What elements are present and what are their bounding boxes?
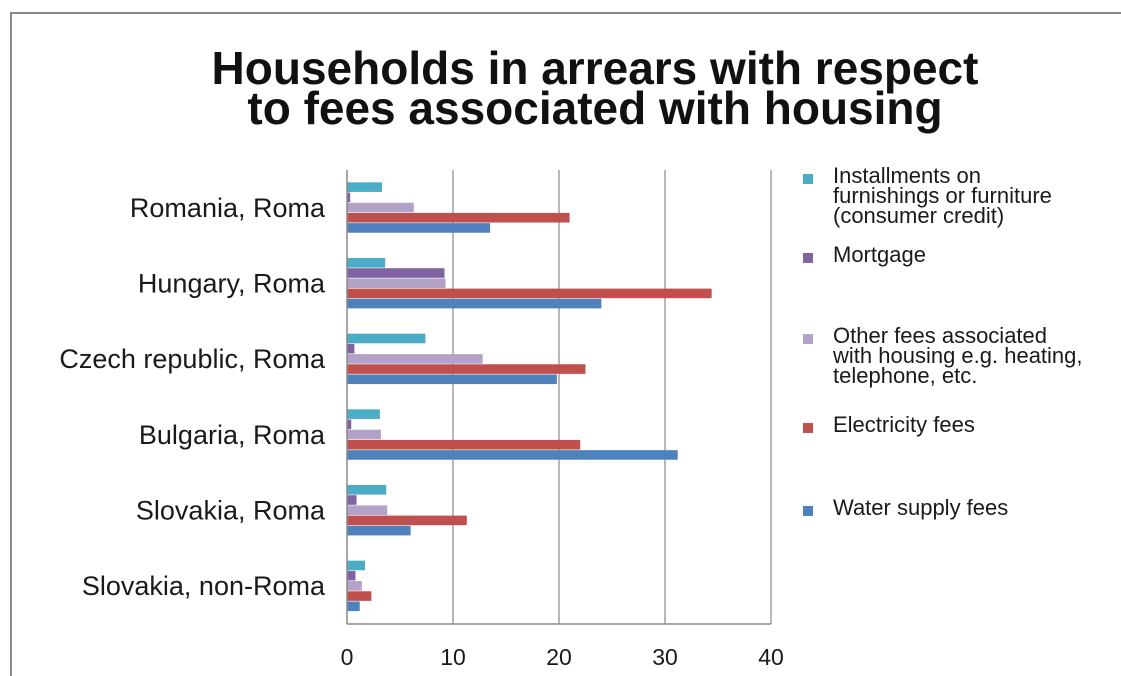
bar [347, 505, 388, 515]
category-label: Romania, Roma [130, 193, 326, 223]
bar [347, 485, 387, 495]
bar [347, 202, 414, 213]
x-tick-label: 30 [652, 644, 678, 670]
axis [346, 170, 771, 625]
category-labels: Romania, Roma Hungary, Roma Czech republic… [59, 193, 326, 601]
bar [347, 560, 366, 571]
bar [347, 525, 411, 536]
legend-label: Other fees associated [833, 323, 1047, 348]
chart-title: Households in arrears with respect to fe… [0, 42, 1121, 134]
bar [347, 298, 602, 309]
tick-labels: 0 10 20 30 40 [341, 644, 784, 670]
bar [347, 429, 381, 440]
bar [347, 223, 491, 233]
bars [347, 182, 712, 612]
category-label: Slovakia, non-Roma [82, 571, 326, 601]
bar [347, 182, 382, 192]
bar [347, 288, 712, 299]
bar [347, 515, 467, 526]
legend-label: (consumer credit) [833, 203, 1004, 228]
gridlines [452, 170, 772, 624]
category-label: Bulgaria, Roma [139, 420, 326, 450]
legend-swatch [803, 334, 813, 344]
legend-label: telephone, etc. [833, 363, 977, 388]
bar [347, 581, 362, 591]
legend-label: Water supply fees [833, 495, 1008, 520]
category-label: Hungary, Roma [138, 269, 326, 299]
bar [347, 419, 352, 430]
legend-label: Electricity fees [833, 412, 975, 437]
bar [347, 212, 570, 223]
category-label: Czech republic, Roma [59, 344, 326, 374]
legend-swatch [803, 423, 813, 433]
bar [347, 591, 372, 601]
x-tick-label: 20 [546, 644, 572, 670]
bar [347, 570, 356, 581]
bar [347, 268, 445, 278]
legend-label: with housing e.g. heating, [832, 343, 1083, 368]
legend-label: furnishings or furniture [833, 183, 1052, 208]
x-tick-label: 0 [341, 644, 354, 670]
bar [347, 374, 557, 385]
legend-swatch [803, 506, 813, 516]
bar [347, 258, 386, 268]
bar [347, 354, 483, 364]
chart-title-line-2: to fees associated with housing [247, 82, 943, 134]
x-tick-label: 10 [440, 644, 466, 670]
legend-swatch [803, 253, 813, 263]
bar [347, 409, 380, 419]
legend-label: Mortgage [833, 242, 926, 267]
bar [347, 343, 355, 354]
bar [347, 495, 357, 505]
bar [347, 450, 678, 460]
bar [347, 192, 351, 203]
x-tick-label: 40 [758, 644, 784, 670]
legend-label: Installments on [833, 163, 981, 188]
bar [347, 278, 446, 288]
chart-frame [10, 12, 1121, 676]
bar [347, 601, 360, 612]
bar [347, 333, 426, 344]
legend-swatch [803, 174, 813, 184]
bar [347, 364, 586, 374]
chart-title-line-1: Households in arrears with respect [211, 42, 979, 94]
category-label: Slovakia, Roma [136, 496, 326, 526]
bar [347, 439, 581, 450]
